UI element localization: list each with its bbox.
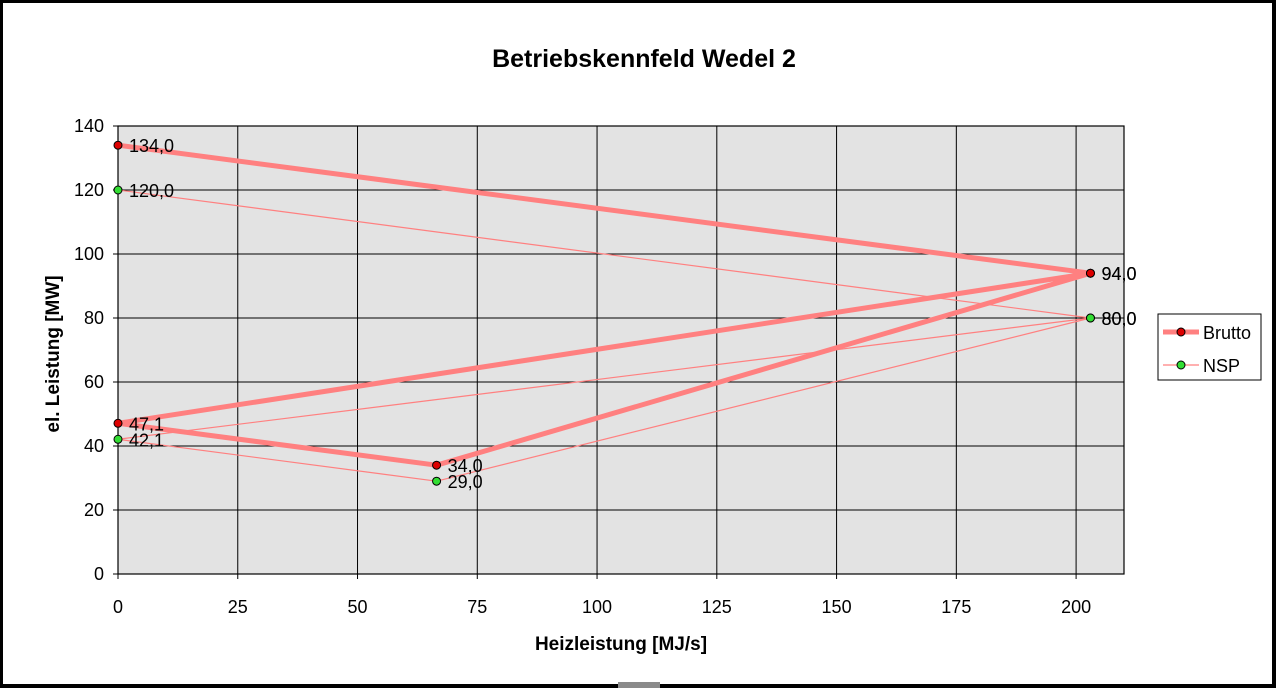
y-tick-label: 140: [74, 116, 104, 136]
chart: Betriebskennfeld Wedel 2 0 25 50 75 100 125 15…: [43, 45, 1262, 655]
x-tick-label: 100: [582, 597, 612, 617]
data-point-brutto: [113, 140, 123, 150]
y-axis-title: el. Leistung [MW]: [43, 275, 64, 432]
y-tick-label: 0: [94, 564, 104, 584]
data-label-brutto: 34,0: [448, 456, 483, 476]
x-tick-label: 200: [1061, 597, 1091, 617]
data-label-nsp: 29,0: [448, 472, 483, 492]
x-tick-label: 150: [822, 597, 852, 617]
x-tick-label: 125: [702, 597, 732, 617]
x-tick-label: 0: [113, 597, 123, 617]
scrollbar-thumb[interactable]: [618, 682, 660, 688]
y-tick-label: 120: [74, 180, 104, 200]
y-tick-label: 80: [84, 308, 104, 328]
data-label-nsp: 80,0: [1101, 309, 1136, 329]
data-markers: [113, 140, 1095, 486]
y-tick-label: 100: [74, 244, 104, 264]
x-tick-label: 75: [467, 597, 487, 617]
data-labels: 134,094,047,134,094,0120,080,042,129,080…: [129, 136, 1137, 492]
y-tick-label: 40: [84, 436, 104, 456]
legend-marker-brutto: [1176, 327, 1186, 337]
data-label-brutto: 94,0: [1101, 264, 1136, 284]
data-label-brutto: 134,0: [129, 136, 174, 156]
legend-box: [1157, 313, 1262, 381]
plot-area: [117, 125, 1125, 575]
x-tick-label: 175: [941, 597, 971, 617]
x-tick-label: 25: [228, 597, 248, 617]
data-label-brutto: 94,0: [1101, 264, 1136, 284]
legend-marker-nsp: [1176, 360, 1186, 370]
data-label-nsp: 42,1: [129, 430, 164, 450]
data-point-brutto: [113, 418, 123, 428]
data-label-brutto: 47,1: [129, 414, 164, 434]
data-point-nsp: [432, 476, 442, 486]
data-point-brutto: [432, 460, 442, 470]
y-tick-label: 60: [84, 372, 104, 392]
data-label-nsp: 120,0: [129, 181, 174, 201]
data-point-nsp: [1085, 313, 1095, 323]
data-point-brutto: [1085, 268, 1095, 278]
x-tick-label: 50: [348, 597, 368, 617]
chart-title: Betriebskennfeld Wedel 2: [492, 45, 796, 73]
legend: Brutto NSP: [1157, 313, 1262, 381]
x-axis-title: Heizleistung [MJ/s]: [535, 634, 707, 655]
data-point-nsp: [113, 185, 123, 195]
legend-label-nsp: NSP: [1203, 356, 1240, 376]
data-point-nsp: [113, 434, 123, 444]
y-tick-label: 20: [84, 500, 104, 520]
tick-labels: 0 25 50 75 100 125 150 175 200 0 20 40 60 80 100 120 140: [74, 116, 1091, 617]
data-label-nsp: 80,0: [1101, 309, 1136, 329]
legend-label-brutto: Brutto: [1203, 323, 1251, 343]
